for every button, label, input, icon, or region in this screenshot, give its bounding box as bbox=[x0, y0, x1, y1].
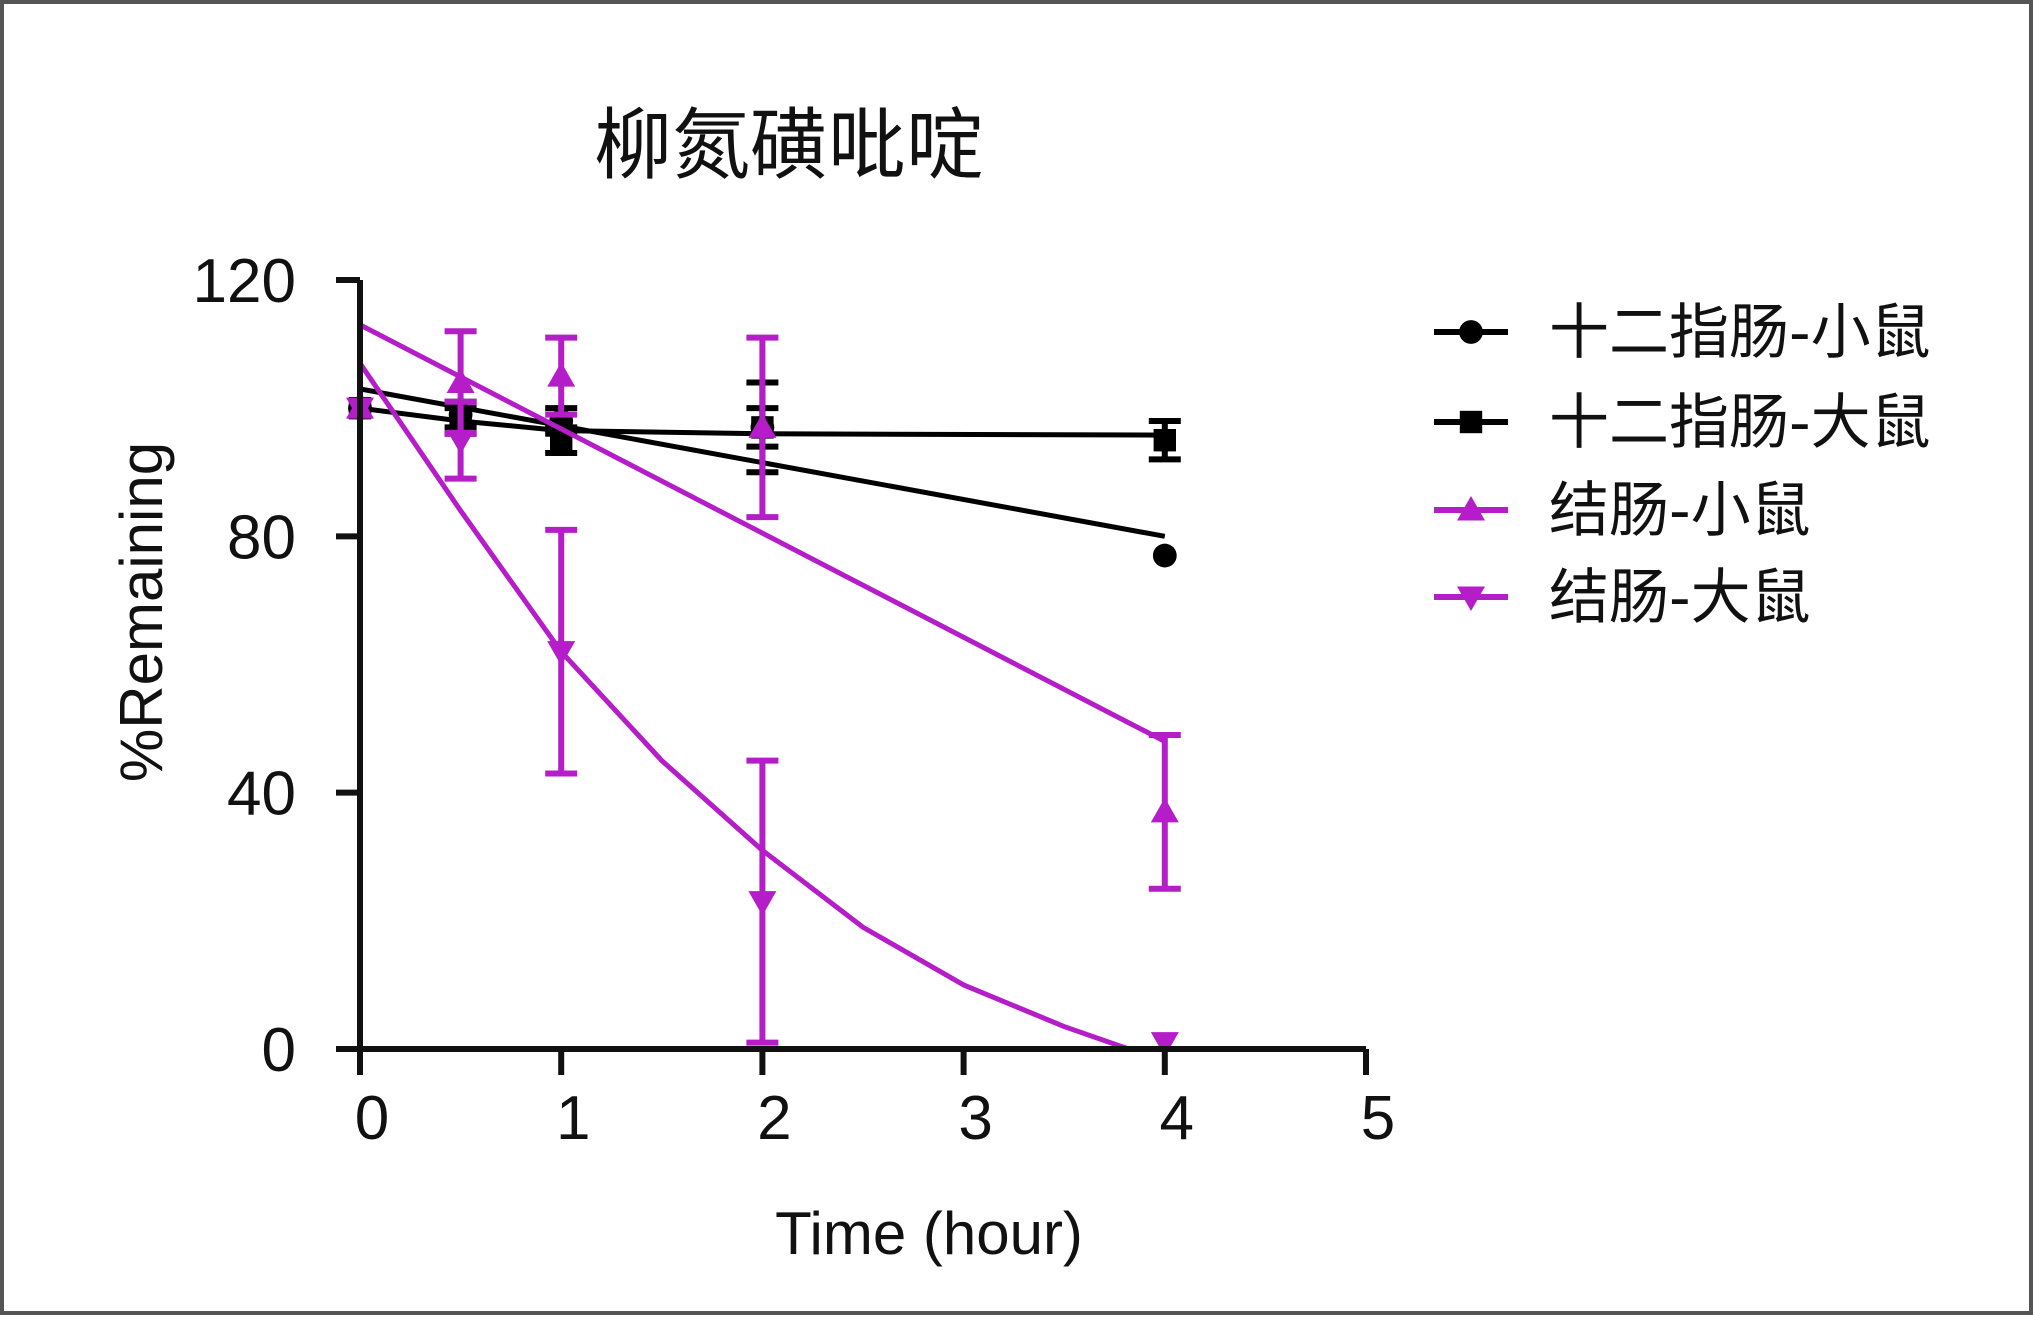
legend-marker bbox=[1459, 320, 1483, 344]
legend-item: 十二指肠-小鼠 bbox=[1434, 298, 1931, 368]
y-axis-label: %Remaining bbox=[108, 442, 175, 782]
chart-title: 柳氮磺吡啶 bbox=[594, 101, 984, 191]
plot-area bbox=[346, 322, 1181, 1057]
data-point bbox=[1152, 543, 1177, 568]
data-point bbox=[748, 413, 777, 438]
data-point bbox=[1150, 797, 1179, 823]
legend-item: 结肠-大鼠 bbox=[1434, 563, 1811, 633]
y-ticks: 0 40 80 120 bbox=[193, 247, 360, 1085]
y-tick-label: 120 bbox=[193, 247, 296, 316]
legend-label: 十二指肠-小鼠 bbox=[1549, 298, 1931, 368]
data-point bbox=[446, 429, 475, 455]
legend-label: 十二指肠-大鼠 bbox=[1549, 388, 1931, 458]
x-tick-label: 2 bbox=[757, 1084, 791, 1153]
y-tick-label: 80 bbox=[227, 503, 296, 572]
data-point bbox=[446, 368, 475, 394]
x-tick-label: 5 bbox=[1361, 1084, 1395, 1153]
x-tick-label: 0 bbox=[355, 1084, 389, 1153]
data-point bbox=[1153, 429, 1176, 452]
chart: 柳氮磺吡啶 0 1 2 3 4 5 0 40 80 120 Time (hour) %Remai… bbox=[108, 101, 1931, 1267]
legend-marker bbox=[1459, 410, 1483, 434]
y-tick-label: 0 bbox=[262, 1016, 296, 1085]
data-point bbox=[547, 641, 576, 666]
x-tick-label: 4 bbox=[1160, 1084, 1194, 1153]
legend-item: 十二指肠-大鼠 bbox=[1434, 388, 1931, 458]
x-ticks: 0 1 2 3 4 5 bbox=[355, 1049, 1395, 1153]
series-4 bbox=[346, 361, 1179, 1057]
x-axis-label: Time (hour) bbox=[775, 1200, 1083, 1267]
legend-label: 结肠-小鼠 bbox=[1549, 476, 1811, 546]
fit-line bbox=[358, 322, 1166, 744]
fit-line bbox=[357, 361, 1130, 1052]
data-point bbox=[547, 362, 576, 387]
x-tick-label: 1 bbox=[556, 1084, 590, 1153]
data-point bbox=[1150, 1032, 1179, 1057]
legend-marker bbox=[1457, 586, 1485, 611]
legend-marker bbox=[1457, 496, 1485, 521]
data-point bbox=[748, 891, 777, 916]
legend-label: 结肠-大鼠 bbox=[1549, 563, 1811, 633]
x-tick-label: 3 bbox=[958, 1084, 992, 1153]
y-tick-label: 40 bbox=[227, 760, 296, 829]
axes bbox=[357, 280, 1366, 1052]
legend-item: 结肠-小鼠 bbox=[1434, 476, 1811, 546]
